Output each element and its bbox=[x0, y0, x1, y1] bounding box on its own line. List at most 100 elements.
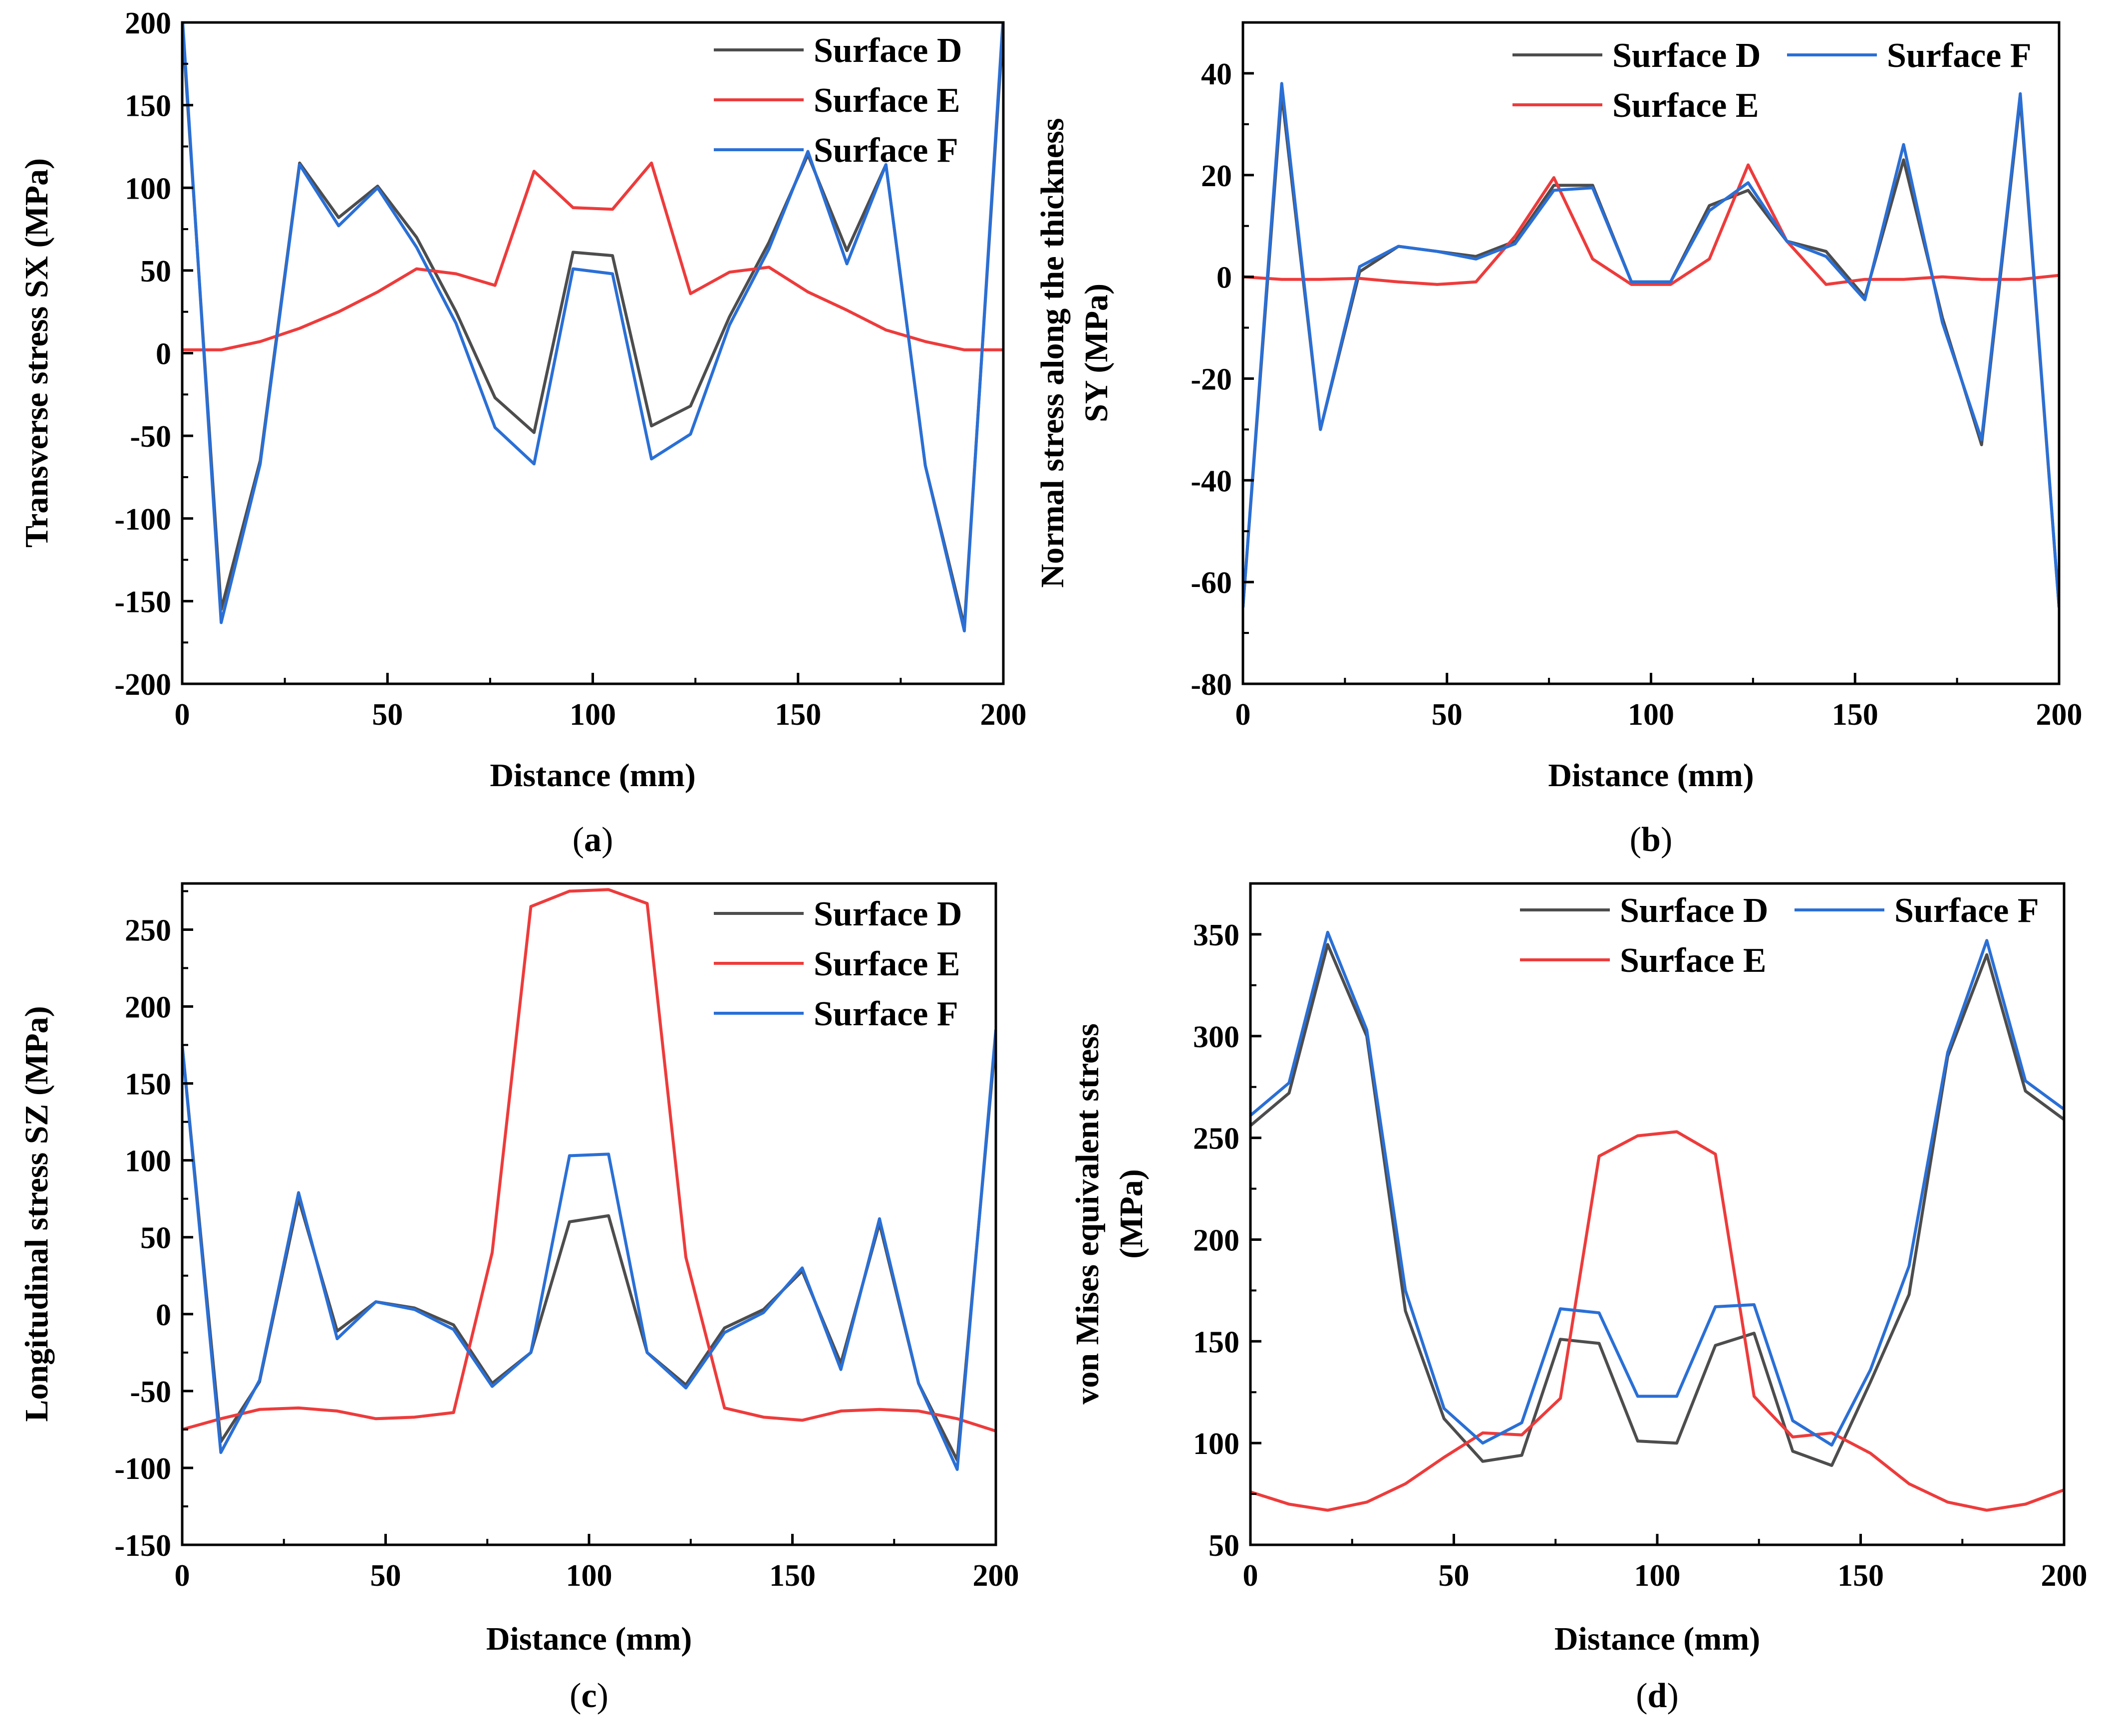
y-tick-label: 250 bbox=[1193, 1122, 1239, 1156]
x-tick-label: 50 bbox=[1432, 698, 1463, 732]
legend-label: Surface F bbox=[814, 131, 958, 170]
y-axis-label-line: SY (MPa) bbox=[1078, 284, 1115, 422]
legend-label: Surface D bbox=[1612, 36, 1761, 75]
y-tick-label: 150 bbox=[125, 1068, 171, 1102]
y-tick-label: -50 bbox=[130, 420, 171, 454]
y-tick-label: -80 bbox=[1191, 668, 1232, 702]
chart-panel-d: 0 50 100 150 20050100150200250300350Distance… bbox=[1069, 882, 2088, 1715]
x-tick-label: 50 bbox=[370, 1559, 401, 1593]
y-tick-label: 40 bbox=[1201, 57, 1232, 91]
y-tick-label: 50 bbox=[140, 1221, 171, 1255]
y-tick-label: 100 bbox=[1193, 1427, 1239, 1461]
series-line-surface-e bbox=[182, 888, 996, 1433]
legend: Surface D Surface F Surface E bbox=[1520, 891, 2039, 980]
panel-label: (c) bbox=[570, 1677, 608, 1715]
chart-panel-a: 0 50 100 150 200 -200 -150 -100 -50 0 50 100 150 200 D… bbox=[18, 6, 1027, 859]
series-line-surface-f bbox=[1250, 930, 2064, 1447]
series-line-surface-d bbox=[1243, 92, 2059, 608]
x-tick-label: 200 bbox=[2041, 1559, 2088, 1593]
y-axis-label-line: Normal stress along the thickness bbox=[1034, 118, 1071, 587]
x-tick-label: 100 bbox=[570, 698, 616, 732]
legend-label: Surface E bbox=[814, 945, 960, 983]
y-tick-label: -100 bbox=[114, 1452, 171, 1486]
panel-label: (b) bbox=[1630, 821, 1673, 859]
series-line-surface-e bbox=[1243, 163, 2059, 286]
x-axis-label: Distance (mm) bbox=[490, 757, 695, 794]
legend-label: Surface F bbox=[1894, 891, 2039, 930]
x-tick-label: 150 bbox=[1832, 698, 1878, 732]
y-tick-label: -60 bbox=[1191, 566, 1232, 600]
plot-frame bbox=[1249, 882, 2066, 1546]
y-axis-label-line: von Mises equivalent stress bbox=[1069, 1023, 1106, 1404]
y-tick-label: 20 bbox=[1201, 159, 1232, 193]
y-tick-label: 50 bbox=[1208, 1529, 1239, 1563]
y-tick-label: 150 bbox=[125, 89, 171, 123]
x-tick-label: 150 bbox=[769, 1559, 816, 1593]
chart-panel-b: 0 50 100 150 200 -80 -60 -40 -20 0 20 40 Distance (m… bbox=[1034, 21, 2083, 859]
y-tick-label: 50 bbox=[140, 255, 171, 289]
x-tick-label: 100 bbox=[1634, 1559, 1681, 1593]
x-tick-label: 150 bbox=[775, 698, 821, 732]
series-line-surface-f bbox=[182, 22, 1003, 632]
y-tick-label: -20 bbox=[1191, 362, 1232, 396]
y-tick-label: 200 bbox=[125, 6, 171, 40]
x-tick-label: 0 bbox=[175, 698, 190, 732]
panel-label: (d) bbox=[1636, 1677, 1679, 1715]
x-tick-label: 150 bbox=[1837, 1559, 1884, 1593]
plot-frame bbox=[181, 21, 1005, 685]
y-tick-label: 300 bbox=[1193, 1020, 1239, 1054]
x-tick-label: 50 bbox=[372, 698, 403, 732]
y-tick-label: 200 bbox=[1193, 1223, 1239, 1257]
legend-label: Surface D bbox=[814, 895, 962, 933]
y-axis-label-line: (MPa) bbox=[1113, 1169, 1150, 1259]
x-axis-label: Distance (mm) bbox=[486, 1621, 692, 1657]
x-tick-label: 100 bbox=[1628, 698, 1674, 732]
y-tick-label: 0 bbox=[156, 337, 171, 371]
legend-label: Surface E bbox=[1620, 941, 1767, 980]
series-line-surface-e bbox=[1250, 1130, 2064, 1512]
x-tick-label: 0 bbox=[175, 1559, 190, 1593]
y-tick-label: 150 bbox=[1193, 1325, 1239, 1359]
x-tick-label: 200 bbox=[2036, 698, 2083, 732]
y-tick-label: -100 bbox=[114, 503, 171, 537]
series-line-surface-f bbox=[182, 1029, 996, 1471]
x-tick-label: 200 bbox=[973, 1559, 1019, 1593]
y-tick-label: -150 bbox=[114, 585, 171, 619]
x-axis-label: Distance (mm) bbox=[1548, 757, 1754, 794]
y-tick-label: 0 bbox=[1216, 261, 1232, 295]
y-tick-label: -150 bbox=[114, 1529, 171, 1563]
legend: Surface D Surface E Surface F bbox=[714, 31, 962, 170]
legend: Surface D Surface F Surface E bbox=[1512, 36, 2032, 125]
y-tick-label: -50 bbox=[130, 1375, 171, 1409]
series-line-surface-d bbox=[1250, 943, 2064, 1467]
x-axis-label: Distance (mm) bbox=[1554, 1621, 1760, 1657]
legend-label: Surface F bbox=[814, 995, 958, 1033]
y-tick-label: -200 bbox=[114, 668, 171, 702]
series-line-surface-e bbox=[182, 161, 1003, 351]
x-tick-label: 50 bbox=[1439, 1559, 1470, 1593]
y-tick-label: 100 bbox=[125, 172, 171, 206]
x-tick-label: 0 bbox=[1243, 1559, 1258, 1593]
y-tick-label: 200 bbox=[125, 991, 171, 1025]
series-line-surface-d bbox=[182, 22, 1003, 628]
legend-label: Surface F bbox=[1887, 36, 2032, 75]
y-tick-label: 100 bbox=[125, 1145, 171, 1178]
chart-panel-c: 0 50 100 150 200 -150 -100 -50 0 50 100 150 200 250 Di… bbox=[18, 882, 1019, 1715]
x-tick-label: 200 bbox=[980, 698, 1027, 732]
y-tick-label: 0 bbox=[156, 1298, 171, 1332]
series-line-surface-d bbox=[182, 1037, 996, 1462]
legend-label: Surface D bbox=[1620, 891, 1768, 930]
x-tick-label: 0 bbox=[1235, 698, 1251, 732]
legend-label: Surface D bbox=[814, 31, 962, 70]
legend-label: Surface E bbox=[814, 81, 960, 120]
panel-label: (a) bbox=[573, 821, 613, 859]
y-tick-label: 350 bbox=[1193, 918, 1239, 952]
series-line-surface-f bbox=[1243, 82, 2059, 608]
y-tick-label: 250 bbox=[125, 913, 171, 947]
legend: Surface D Surface E Surface F bbox=[714, 895, 962, 1033]
x-tick-label: 100 bbox=[566, 1559, 612, 1593]
y-axis-label: Transverse stress SX (MPa) bbox=[18, 158, 55, 548]
legend-label: Surface E bbox=[1612, 86, 1759, 125]
y-tick-label: -40 bbox=[1191, 464, 1232, 498]
